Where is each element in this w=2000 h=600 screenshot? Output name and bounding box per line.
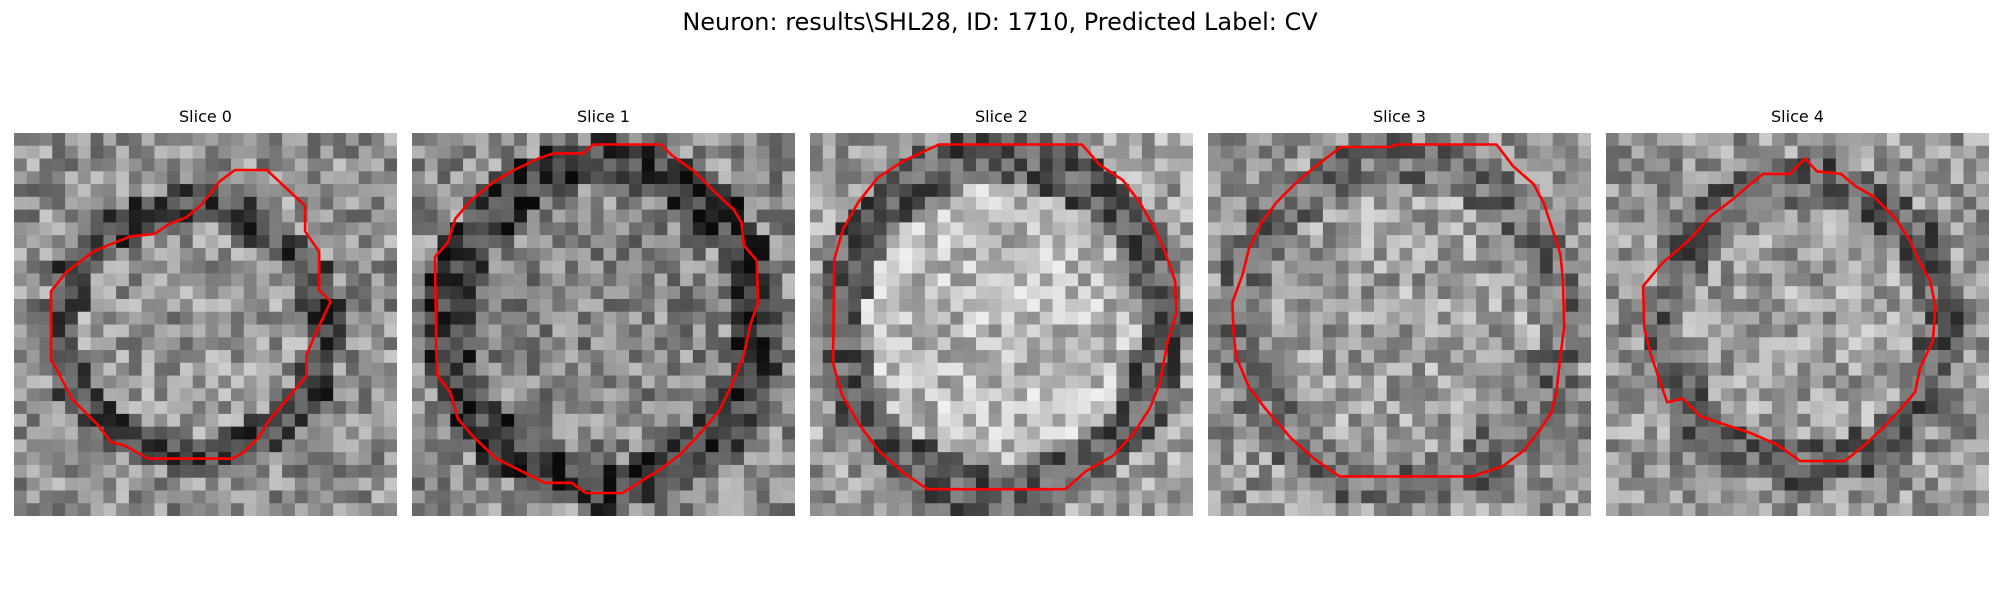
slice-pixels	[14, 133, 397, 516]
slice-image	[1208, 133, 1591, 516]
cell-contour	[1641, 157, 1937, 463]
slice-title: Slice 2	[975, 107, 1028, 126]
slice-pixels	[1606, 133, 1989, 516]
cell-contour	[831, 143, 1178, 491]
slice-image	[810, 133, 1193, 516]
slice-image	[412, 133, 795, 516]
slice-title: Slice 0	[179, 107, 232, 126]
slice-pixels	[412, 133, 795, 516]
slice-pixels	[1208, 133, 1591, 516]
cell-contour	[49, 168, 332, 460]
slice-title: Slice 3	[1373, 107, 1426, 126]
slice-title: Slice 4	[1771, 107, 1824, 126]
slice-image	[1606, 133, 1989, 516]
slice-image	[14, 133, 397, 516]
figure-title: Neuron: results\SHL28, ID: 1710, Predict…	[682, 8, 1318, 36]
slice-pixels	[810, 133, 1193, 516]
cell-contour	[1230, 143, 1566, 478]
slice-title: Slice 1	[577, 107, 630, 126]
cell-contour	[433, 143, 760, 495]
